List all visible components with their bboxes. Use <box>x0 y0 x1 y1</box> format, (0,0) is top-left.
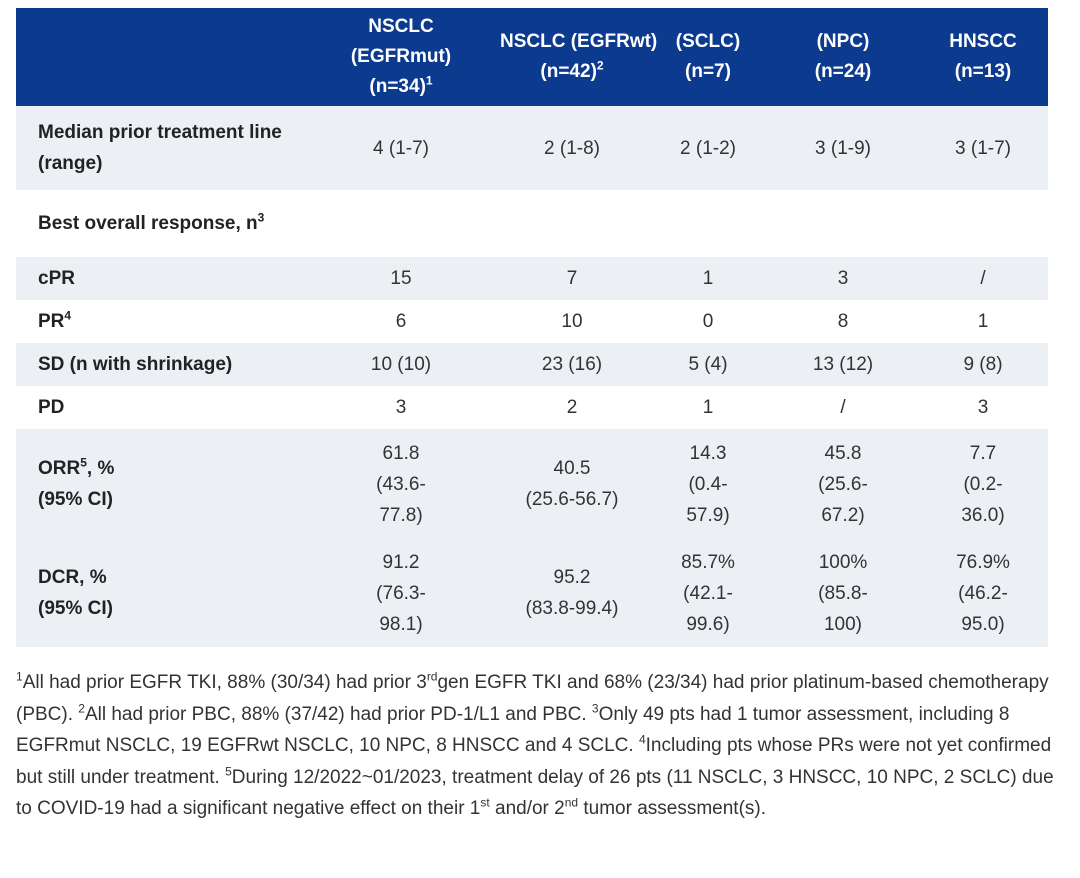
table-cell: 1 <box>702 268 714 289</box>
table-cell <box>496 190 648 257</box>
footnote-paragraph: 1All had prior EGFR TKI, 88% (30/34) had… <box>16 669 1054 819</box>
table-cell <box>768 190 918 257</box>
row-label: Median prior treatment line (range) <box>38 122 282 174</box>
row-cpr: cPR 15 7 1 3 / <box>16 257 1048 300</box>
table-cell: 100% (85.8- 100) <box>818 551 868 635</box>
table-cell: 85.7% (42.1- 99.6) <box>681 551 735 635</box>
table-cell: 2 (1-2) <box>680 137 736 159</box>
footnote-ref: 4 <box>64 308 72 323</box>
table-cell: 8 <box>837 311 849 332</box>
footnote-marker: 3 <box>591 701 599 716</box>
table-cell: / <box>980 268 986 289</box>
results-table-container: NSCLC (EGFRmut) (n=34)1 NSCLC (EGFRwt) (… <box>16 8 1048 647</box>
table-cell: 6 <box>395 311 407 332</box>
footnote-marker: 4 <box>638 732 646 747</box>
footnote-marker: 2 <box>78 701 85 716</box>
row-label: PD <box>38 397 65 418</box>
row-pd: PD 3 2 1 / 3 <box>16 386 1048 429</box>
table-cell <box>306 190 496 257</box>
table-cell: 4 (1-7) <box>373 137 429 159</box>
table-cell: 2 (1-8) <box>544 137 600 159</box>
table-cell: 3 (1-7) <box>955 137 1011 159</box>
row-pr: PR4 6 10 0 8 1 <box>16 300 1048 343</box>
header-nsclc-egfrwt: NSCLC (EGFRwt) (n=42)2 <box>500 31 658 82</box>
header-corner-cell <box>16 8 306 106</box>
row-median-prior-treatment: Median prior treatment line (range) 4 (1… <box>16 106 1048 190</box>
row-sd: SD (n with shrinkage) 10 (10) 23 (16) 5 … <box>16 343 1048 386</box>
table-cell: 3 (1-9) <box>815 137 871 159</box>
table-cell: 23 (16) <box>541 354 603 375</box>
table-cell: 5 (4) <box>688 354 728 375</box>
table-cell: 10 <box>561 311 583 332</box>
table-cell: 14.3 (0.4- 57.9) <box>686 442 730 526</box>
table-cell: 1 <box>977 311 989 332</box>
table-cell: 61.8 (43.6- 77.8) <box>376 442 426 526</box>
footnote-ref: 3 <box>257 210 265 225</box>
table-cell: 95.2 (83.8-99.4) <box>525 567 619 619</box>
table-cell: 15 <box>390 268 412 289</box>
row-best-overall-response: Best overall response, n3 <box>16 190 1048 257</box>
row-label: SD (n with shrinkage) <box>38 354 233 375</box>
table-cell: / <box>840 397 846 418</box>
row-label: cPR <box>38 268 75 289</box>
table-cell: 2 <box>566 397 578 418</box>
header-hnscc: HNSCC (n=13) <box>949 31 1017 82</box>
table-cell <box>648 190 768 257</box>
footnote-marker: 5 <box>225 764 232 779</box>
footnote-ref: 1 <box>425 73 433 88</box>
table-cell: 45.8 (25.6- 67.2) <box>818 442 868 526</box>
results-table: NSCLC (EGFRmut) (n=34)1 NSCLC (EGFRwt) (… <box>16 8 1048 647</box>
row-orr: ORR5, % (95% CI) 61.8 (43.6- 77.8) 40.5 … <box>16 429 1048 539</box>
table-cell: 7 <box>566 268 578 289</box>
table-cell: 0 <box>702 311 714 332</box>
footnote-ref: 5 <box>80 455 87 470</box>
table-cell: 76.9% (46.2- 95.0) <box>956 551 1010 635</box>
table-cell: 3 <box>395 397 407 418</box>
row-label: ORR5, % (95% CI) <box>38 455 115 510</box>
header-nsclc-egfrmut: NSCLC (EGFRmut) (n=34)1 <box>350 16 452 97</box>
table-cell: 13 (12) <box>812 354 874 375</box>
footnotes: 1All had prior EGFR TKI, 88% (30/34) had… <box>16 667 1056 825</box>
footnote-ref: 2 <box>596 58 604 73</box>
table-cell: 9 (8) <box>963 354 1003 375</box>
table-cell: 10 (10) <box>370 354 432 375</box>
table-cell: 7.7 (0.2- 36.0) <box>961 442 1005 526</box>
table-cell: 3 <box>837 268 849 289</box>
row-label: Best overall response, n3 <box>38 210 265 234</box>
table-cell: 91.2 (76.3- 98.1) <box>376 551 426 635</box>
table-cell: 40.5 (25.6-56.7) <box>525 458 619 510</box>
table-cell <box>918 190 1048 257</box>
row-label: DCR, % (95% CI) <box>38 567 113 619</box>
header-npc: (NPC) (n=24) <box>814 31 872 82</box>
table-cell: 1 <box>702 397 714 418</box>
row-label: PR4 <box>38 308 72 332</box>
header-sclc: (SCLC) (n=7) <box>675 31 741 82</box>
header-row: NSCLC (EGFRmut) (n=34)1 NSCLC (EGFRwt) (… <box>16 8 1048 106</box>
footnote-marker: 1 <box>16 669 23 684</box>
table-cell: 3 <box>977 397 989 418</box>
row-dcr: DCR, % (95% CI) 91.2 (76.3- 98.1) 95.2 (… <box>16 539 1048 647</box>
